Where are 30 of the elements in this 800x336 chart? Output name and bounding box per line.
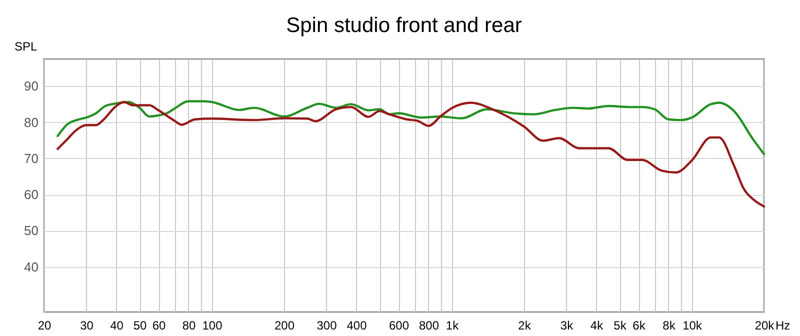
x-tick-label: 20: [38, 318, 52, 332]
x-tick-label: 200: [274, 318, 295, 332]
x-tick-label: 3k: [560, 318, 574, 332]
x-tick-label: 400: [346, 318, 368, 332]
y-tick-label: 90: [24, 78, 38, 94]
x-tick-label: 1k: [446, 318, 460, 332]
x-tick-label: 4k: [590, 318, 604, 332]
x-tick-label: 80: [182, 318, 196, 332]
y-tick-label: 40: [24, 259, 38, 274]
x-tick-label: 300: [316, 318, 338, 332]
x-tick-label: 5k: [614, 318, 628, 332]
chart-title: Spin studio front and rear: [286, 14, 522, 37]
y-tick-label: 80: [24, 114, 38, 130]
x-tick-label: 60: [152, 318, 166, 332]
x-tick-label: 40: [110, 318, 124, 332]
y-axis-title: SPL: [14, 40, 38, 54]
x-tick-label: 600: [388, 318, 410, 332]
x-tick-label: 800: [418, 318, 440, 332]
y-tick-label: 50: [24, 223, 38, 238]
x-axis-title: Hz: [776, 318, 790, 332]
x-tick-label: 8k: [662, 318, 676, 332]
y-tick-label: 70: [24, 150, 38, 166]
x-tick-label: 6k: [632, 318, 646, 332]
x-tick-label: 30: [80, 318, 94, 332]
y-tick-label: 60: [24, 187, 38, 202]
x-tick-label: 50: [133, 318, 147, 332]
x-tick-label: 10k: [682, 318, 703, 332]
x-tick-label: 100: [202, 318, 223, 332]
x-tick-label: 2k: [518, 318, 532, 332]
x-tick-label: 20k: [754, 318, 776, 332]
